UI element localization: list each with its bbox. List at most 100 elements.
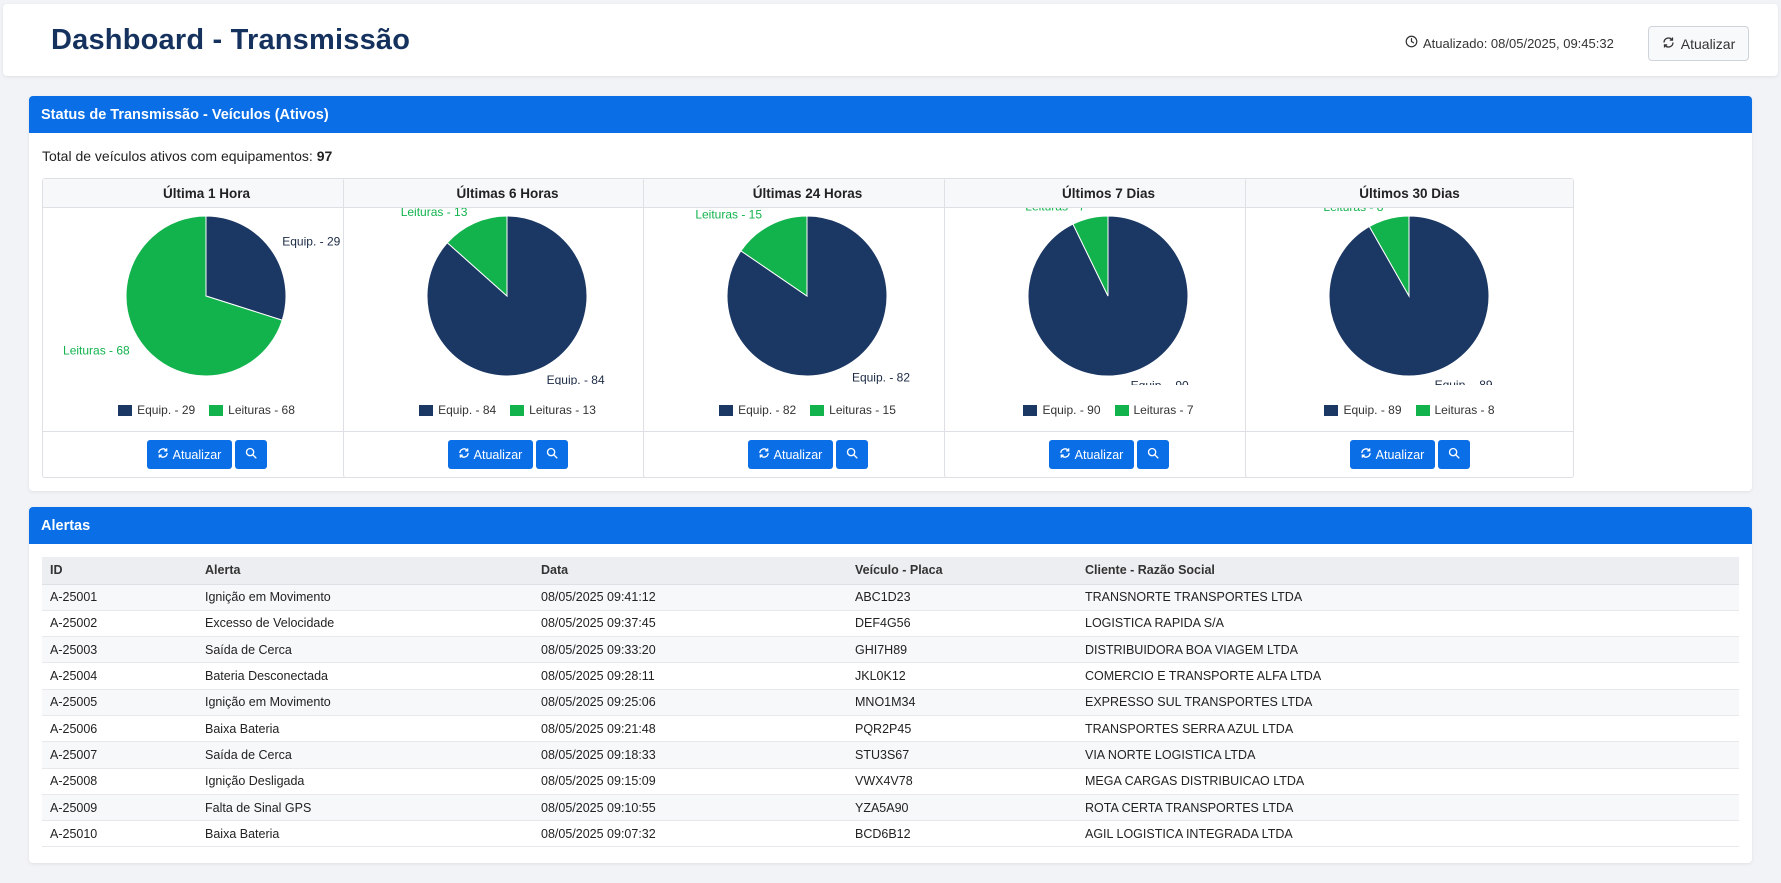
chart-refresh-label: Atualizar (1375, 447, 1425, 462)
pie-chart: Equip. - 90 Leituras - 7 (945, 208, 1272, 385)
column-id[interactable]: ID (42, 557, 197, 585)
refresh-icon (1662, 36, 1675, 52)
pie-slice-label: Equip. - 29 (282, 235, 340, 249)
chart-refresh-button[interactable]: Atualizar (1349, 440, 1435, 469)
chart-refresh-label: Atualizar (1074, 447, 1124, 462)
legend-label: Equip. - 29 (137, 403, 196, 417)
header-refresh-label: Atualizar (1680, 35, 1736, 52)
legend-swatch (419, 404, 434, 416)
client-name: TRANSNORTE TRANSPORTES LTDA (1077, 584, 1739, 611)
chart-card-footer: Atualizar (43, 431, 370, 477)
alert-type: Ignição em Movimento (197, 689, 533, 716)
legend-swatch (209, 404, 224, 416)
alert-type: Saída de Cerca (197, 741, 533, 769)
legend-item-equip: Equip. - 89 (1324, 403, 1402, 417)
chart-search-button[interactable] (835, 440, 868, 469)
chart-search-button[interactable] (535, 440, 568, 469)
pie-slice-label: Equip. - 90 (1131, 379, 1189, 385)
pie-slice-label: Leituras - 15 (695, 208, 762, 222)
pie-slice-leituras (1368, 215, 1410, 298)
pie-svg: Equip. - 29 Leituras - 68 (63, 215, 341, 377)
header-refresh-button[interactable]: Atualizar (1648, 26, 1749, 61)
top-bar: Dashboard - Transmissão Atualizado: 08/0… (3, 4, 1778, 76)
pie-slice-leituras (740, 215, 808, 297)
pie-slice-label: Equip. - 82 (852, 370, 910, 384)
table-row[interactable]: A-25003 Saída de Cerca 08/05/2025 09:33:20… (42, 636, 1739, 664)
legend-label: Equip. - 90 (1042, 403, 1101, 417)
vehicle-plate: DEF4G56 (847, 610, 1077, 638)
column-alerta[interactable]: Alerta (197, 557, 533, 585)
chart-refresh-button[interactable]: Atualizar (747, 440, 833, 469)
vehicle-plate: MNO1M34 (847, 689, 1077, 716)
client-name: TRANSPORTES SERRA AZUL LTDA (1077, 715, 1739, 743)
alert-id: A-25002 (42, 610, 197, 638)
legend-item-leituras: Leituras - 7 (1114, 403, 1194, 417)
table-row[interactable]: A-25008 Ignição Desligada 08/05/2025 09:15… (42, 768, 1739, 795)
chart-refresh-button[interactable]: Atualizar (447, 440, 533, 469)
chart-legend: Equip. - 90 Leituras - 7 (945, 401, 1272, 419)
alert-id: A-25005 (42, 689, 197, 716)
legend-label: Equip. - 82 (738, 403, 797, 417)
alert-type: Bateria Desconectada (197, 662, 533, 690)
refresh-icon (458, 447, 470, 462)
chart-legend: Equip. - 89 Leituras - 8 (1246, 401, 1573, 419)
chart-search-button[interactable] (1437, 440, 1470, 469)
alert-type: Baixa Bateria (197, 820, 533, 848)
table-row[interactable]: A-25005 Ignição em Movimento 08/05/2025 09… (42, 689, 1739, 716)
chart-card: Últimas 24 Horas Equip. - 82 Leituras - 15… (643, 178, 972, 478)
pie-slice-label: Leituras - 13 (401, 208, 468, 219)
chart-title: Últimas 6 Horas (344, 179, 671, 208)
pie-chart: Equip. - 82 Leituras - 15 (644, 208, 971, 385)
alert-type: Ignição em Movimento (197, 584, 533, 611)
table-row[interactable]: A-25009 Falta de Sinal GPS 08/05/2025 09:1… (42, 794, 1739, 822)
table-row[interactable]: A-25010 Baixa Bateria 08/05/2025 09:07:32 B… (42, 820, 1739, 848)
pie-svg: Equip. - 90 Leituras - 7 (1025, 208, 1189, 385)
vehicle-plate: YZA5A90 (847, 794, 1077, 822)
table-row[interactable]: A-25002 Excesso de Velocidade 08/05/2025 0… (42, 610, 1739, 638)
chart-card-footer: Atualizar (344, 431, 671, 477)
alert-date: 08/05/2025 09:07:32 (533, 820, 847, 848)
chart-refresh-button[interactable]: Atualizar (1048, 440, 1134, 469)
last-updated: Atualizado: 08/05/2025, 09:45:32 (1405, 35, 1614, 51)
alert-type: Saída de Cerca (197, 636, 533, 664)
refresh-icon (1059, 447, 1071, 462)
alert-type: Ignição Desligada (197, 768, 533, 795)
vehicle-plate: JKL0K12 (847, 662, 1077, 690)
search-icon (546, 447, 558, 462)
search-icon (245, 447, 257, 462)
client-name: DISTRIBUIDORA BOA VIAGEM LTDA (1077, 636, 1739, 664)
pie-slice-label: Leituras - 68 (63, 343, 130, 357)
pie-svg: Equip. - 82 Leituras - 15 (695, 208, 910, 384)
alert-id: A-25001 (42, 584, 197, 611)
column-data[interactable]: Data (533, 557, 847, 585)
table-row[interactable]: A-25001 Ignição em Movimento 08/05/2025 09… (42, 584, 1739, 611)
client-name: VIA NORTE LOGISTICA LTDA (1077, 741, 1739, 769)
refresh-icon (1360, 447, 1372, 462)
chart-title: Última 1 Hora (43, 179, 370, 208)
chart-legend: Equip. - 82 Leituras - 15 (644, 401, 971, 419)
column-cliente[interactable]: Cliente - Razão Social (1077, 557, 1739, 585)
table-row[interactable]: A-25006 Baixa Bateria 08/05/2025 09:21:48 P… (42, 715, 1739, 743)
legend-swatch (1415, 404, 1430, 416)
total-value: 97 (316, 148, 333, 164)
alert-date: 08/05/2025 09:10:55 (533, 794, 847, 822)
chart-refresh-button[interactable]: Atualizar (146, 440, 232, 469)
table-row[interactable]: A-25004 Bateria Desconectada 08/05/2025 09… (42, 662, 1739, 690)
chart-legend: Equip. - 29 Leituras - 68 (43, 401, 370, 419)
transmission-status-panel: Status de Transmissão - Veículos (Ativos… (29, 96, 1752, 491)
legend-swatch (1324, 404, 1339, 416)
pie-chart: Equip. - 89 Leituras - 8 (1246, 208, 1573, 385)
chart-search-button[interactable] (1136, 440, 1169, 469)
legend-label: Leituras - 13 (529, 403, 596, 417)
alert-date: 08/05/2025 09:37:45 (533, 610, 847, 638)
search-icon (1147, 447, 1159, 462)
legend-swatch (810, 404, 825, 416)
alert-id: A-25009 (42, 794, 197, 822)
chart-title: Últimas 24 Horas (644, 179, 971, 208)
chart-search-button[interactable] (234, 440, 267, 469)
status-panel-header: Status de Transmissão - Veículos (Ativos… (29, 96, 1752, 133)
table-row[interactable]: A-25007 Saída de Cerca 08/05/2025 09:18:33… (42, 741, 1739, 769)
column-veiculo-placa[interactable]: Veículo - Placa (847, 557, 1077, 585)
alert-date: 08/05/2025 09:41:12 (533, 584, 847, 611)
